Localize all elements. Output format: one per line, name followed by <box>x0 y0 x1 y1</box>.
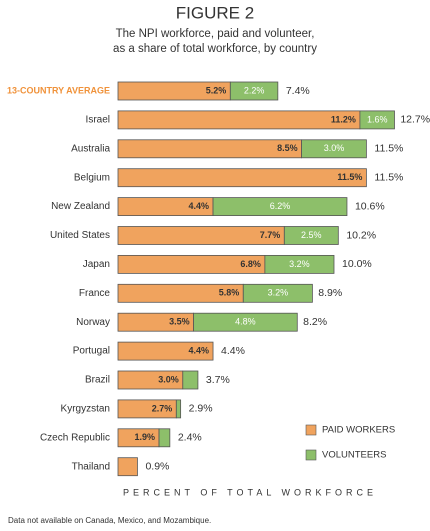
value-label: 4.8% <box>235 317 256 327</box>
category-label: New Zealand <box>51 201 110 212</box>
category-label: Belgium <box>74 172 110 183</box>
category-label: Australia <box>71 143 110 154</box>
value-label: 2.2% <box>244 85 265 95</box>
category-label: Brazil <box>85 375 110 386</box>
bar-segment <box>242 283 313 303</box>
category-label: Norway <box>76 317 110 328</box>
value-label: 3.2% <box>268 288 289 298</box>
bar-segment <box>212 197 348 217</box>
subtitle: as a share of total workforce, by countr… <box>113 43 317 55</box>
legend-label: PAID WORKERS <box>322 425 395 436</box>
value-label: 2.5% <box>301 230 322 240</box>
total-label: 7.4% <box>286 85 310 97</box>
total-label: 10.2% <box>346 229 376 241</box>
bar-segment <box>264 254 335 274</box>
value-label: 3.2% <box>289 259 310 269</box>
value-label: 1.9% <box>135 432 156 442</box>
legend-swatch <box>305 449 317 461</box>
value-label: 11.2% <box>331 114 356 124</box>
bar-segment <box>283 226 339 245</box>
category-label: 13-COUNTRY AVERAGE <box>7 85 110 95</box>
total-label: 0.9% <box>145 460 169 472</box>
total-label: 10.0% <box>342 258 372 270</box>
footnote: Data not available on Canada, Mexico, an… <box>8 516 211 525</box>
total-label: 4.4% <box>221 345 245 357</box>
category-label: France <box>79 288 111 299</box>
category-label: United States <box>50 230 110 241</box>
bar-segment <box>359 110 395 130</box>
value-label: 4.4% <box>189 201 210 211</box>
total-label: 8.2% <box>303 316 327 328</box>
category-label: Israel <box>86 115 110 126</box>
value-label: 2.7% <box>152 403 173 413</box>
bar-segment <box>117 110 361 130</box>
value-label: 7.7% <box>260 230 281 240</box>
value-label: 6.2% <box>270 201 291 211</box>
bar-segment <box>301 139 367 159</box>
category-label: Kyrgyzstan <box>61 404 110 415</box>
total-label: 8.9% <box>318 287 342 299</box>
value-label: 6.8% <box>240 259 261 269</box>
total-label: 2.9% <box>189 403 213 415</box>
bar-segment <box>117 139 303 159</box>
total-label: 2.4% <box>178 432 202 444</box>
category-label: Czech Republic <box>40 432 110 443</box>
value-label: 8.5% <box>277 143 298 153</box>
total-label: 11.5% <box>374 143 403 155</box>
bar-segment <box>175 399 182 419</box>
bar-segment <box>158 428 171 448</box>
subtitle: The NPI workforce, paid and volunteer, <box>116 28 315 40</box>
value-label: 5.2% <box>206 85 227 95</box>
value-label: 3.0% <box>324 143 345 153</box>
bar-segment <box>229 81 279 101</box>
total-label: 12.7% <box>400 114 430 126</box>
bar-segment <box>117 457 138 477</box>
value-label: 4.4% <box>189 345 210 355</box>
value-label: 3.0% <box>158 374 179 384</box>
category-label: Japan <box>83 259 110 270</box>
bar-segment <box>117 168 367 188</box>
value-label: 3.5% <box>169 317 190 327</box>
total-label: 3.7% <box>206 374 230 386</box>
category-label: Portugal <box>73 346 110 357</box>
total-label: 10.6% <box>355 200 385 212</box>
legend-label: VOLUNTEERS <box>322 450 386 461</box>
x-axis-label: PERCENT OF TOTAL WORKFORCE <box>123 487 377 497</box>
value-label: 11.5% <box>337 172 362 182</box>
bar-segment <box>182 370 199 390</box>
legend-swatch <box>305 424 317 436</box>
category-label: Thailand <box>72 461 110 472</box>
total-label: 11.5% <box>374 171 403 183</box>
chart-title: FIGURE 2 <box>176 3 254 22</box>
bar-segment <box>193 312 298 332</box>
bar-segment <box>117 341 214 361</box>
value-label: 5.8% <box>219 288 240 298</box>
value-label: 1.6% <box>367 114 388 124</box>
